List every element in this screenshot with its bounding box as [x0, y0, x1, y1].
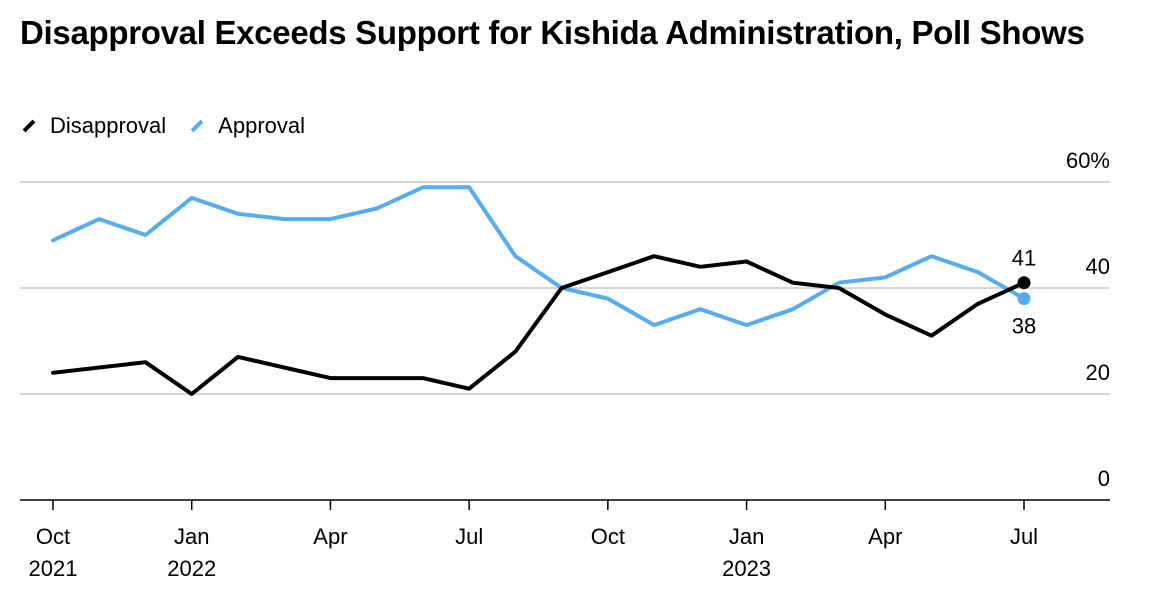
- y-tick-label-0: 0: [1098, 466, 1110, 491]
- series-line-disapproval: [51, 254, 1026, 396]
- end-marker-approval: [1017, 292, 1031, 306]
- series-line-approval: [51, 185, 1026, 328]
- legend-label-approval: Approval: [218, 113, 306, 138]
- x-tick-year-label-1: 2022: [167, 556, 216, 581]
- legend: Disapproval Approval: [20, 111, 327, 141]
- end-label-disapproval: 41: [1012, 246, 1036, 271]
- legend-label-disapproval: Disapproval: [50, 113, 167, 138]
- end-marker-disapproval: [1017, 276, 1031, 290]
- x-tick-label-4: Oct: [591, 524, 625, 549]
- x-tick-label-2: Apr: [313, 524, 347, 549]
- y-tick-label-20: 20: [1086, 360, 1110, 385]
- chart-title: Disapproval Exceeds Support for Kishida …: [20, 14, 1085, 51]
- x-tick-year-label-5: 2023: [722, 556, 771, 581]
- x-tick-label-1: Jan: [174, 524, 209, 549]
- legend-item-disapproval: Disapproval: [20, 113, 166, 139]
- x-tick-label-0: Oct: [36, 524, 70, 549]
- x-tick-label-6: Apr: [868, 524, 902, 549]
- x-tick-label-7: Jul: [1010, 524, 1038, 549]
- x-tick-label-3: Jul: [455, 524, 483, 549]
- y-tick-label-60: 60%: [1066, 148, 1110, 173]
- legend-item-approval: Approval: [188, 113, 305, 139]
- x-tick-label-5: Jan: [729, 524, 764, 549]
- end-label-approval: 38: [1012, 314, 1036, 339]
- y-tick-label-40: 40: [1086, 254, 1110, 279]
- x-tick-year-label-0: 2021: [29, 556, 78, 581]
